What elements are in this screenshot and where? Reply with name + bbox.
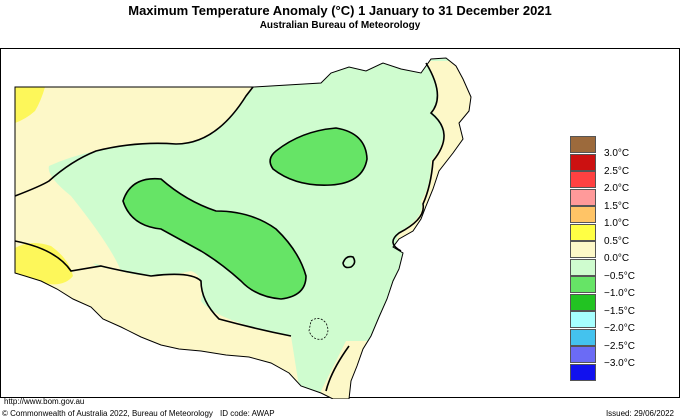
legend-swatch (570, 328, 596, 346)
zone-cool-north (270, 128, 367, 186)
legend-label: −2.5°C (604, 340, 635, 352)
legend-label: −1.5°C (604, 305, 635, 317)
legend-label: 1.0°C (604, 218, 630, 229)
legend-swatch (570, 188, 596, 206)
contour-zero-west (14, 240, 292, 337)
map-title: Maximum Temperature Anomaly (°C) 1 Janua… (128, 3, 552, 18)
legend-swatch (570, 311, 596, 328)
footer-id-code: ID code: AWAP (220, 409, 275, 418)
legend-swatch (570, 206, 596, 223)
legend-swatch (570, 258, 596, 276)
zone-warm-northwest (15, 87, 45, 123)
footer-issued: Issued: 29/06/2022 (605, 409, 674, 418)
legend-swatch (570, 223, 596, 241)
footer-copyright: © Commonwealth of Australia 2022, Bureau… (2, 409, 213, 418)
legend-label: −2.0°C (604, 323, 635, 334)
legend-label: 1.5°C (604, 200, 630, 212)
contour-small-ring (342, 255, 356, 269)
act-border (308, 318, 329, 340)
contour-zero-east (392, 62, 445, 252)
legend-swatch (570, 276, 596, 293)
zone-positive-west (15, 61, 253, 271)
legend-label: 0.0°C (604, 253, 630, 264)
zone-warm-west (15, 242, 73, 285)
legend-swatch (570, 346, 596, 363)
legend-swatch (570, 241, 596, 258)
legend-swatch (570, 136, 596, 153)
legend-label: −1.0°C (604, 288, 635, 299)
footer-url[interactable]: http://www.bom.gov.au (4, 397, 85, 406)
legend-swatch (570, 153, 596, 171)
nsw-state-outline (14, 57, 472, 399)
map-frame (0, 48, 680, 399)
contour-zero-north (14, 86, 254, 197)
legend-label: 2.5°C (604, 165, 630, 177)
zone-cool-central (123, 178, 306, 299)
legend-label: 0.5°C (604, 235, 630, 247)
legend-label: 2.0°C (604, 183, 630, 194)
map-subtitle: Australian Bureau of Meteorology (259, 20, 421, 31)
contour-minus-half-central (122, 177, 307, 300)
contour-zero-southeast (325, 345, 350, 392)
legend-swatch (570, 293, 596, 311)
legend-swatch (570, 171, 596, 188)
contour-minus-half-north (269, 127, 368, 186)
temperature-anomaly-map (14, 57, 472, 399)
legend-swatch (570, 363, 596, 381)
legend-label: 3.0°C (604, 148, 630, 159)
legend-label: −0.5°C (604, 270, 635, 282)
legend-label: −3.0°C (604, 358, 635, 369)
